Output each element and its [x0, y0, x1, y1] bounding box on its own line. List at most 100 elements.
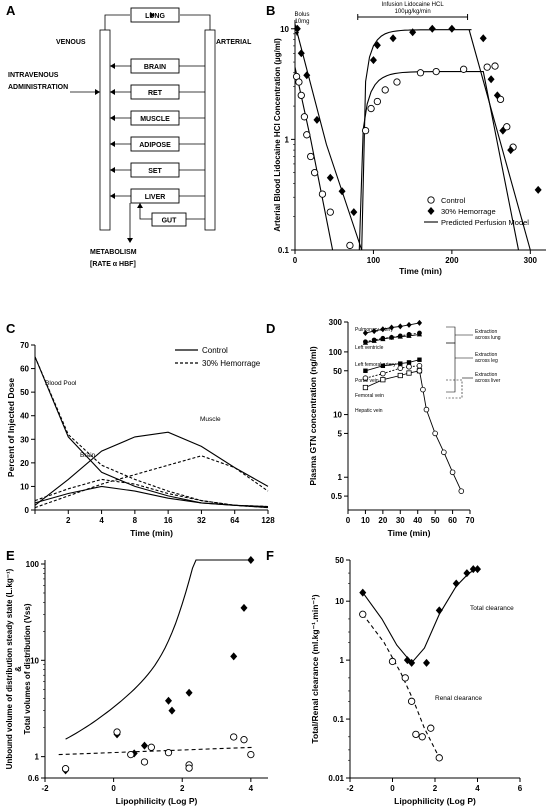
b-model-hemorrage-decay: [294, 24, 363, 251]
d-point: [380, 370, 386, 377]
d-x-tick-label: 20: [378, 516, 387, 525]
e-x-tick-label: 4: [249, 784, 254, 793]
b-point-hemorrage: [487, 75, 495, 84]
d-point: [380, 336, 386, 342]
b-legend-label-hemorrage: 30% Hemorrage: [441, 207, 496, 216]
e-point-unbound: [230, 652, 238, 661]
f-x-tick-label: -2: [346, 784, 354, 793]
d-x-tick-label: 70: [466, 516, 475, 525]
b-point-control: [318, 190, 327, 198]
compartment-label-ret: RET: [148, 90, 163, 97]
c-y-tick-label: 70: [20, 341, 29, 350]
b-point-hemorrage: [534, 185, 542, 194]
c-y-tick-label: 10: [20, 482, 29, 491]
e-point-total: [61, 765, 70, 773]
b-point-hemorrage: [428, 24, 436, 33]
c-x-tick-label: 32: [197, 516, 206, 525]
venous-bar: [99, 29, 111, 231]
c-y-tick-label: 60: [20, 365, 29, 374]
b-model-control-washout: [463, 71, 520, 251]
d-label-portal-vein: Portal vein: [355, 378, 379, 384]
b-legend-marker-hemorrage: [427, 207, 435, 215]
b-legend-label-model: Predicted Perfusion Model: [441, 218, 529, 227]
f-point-total: [469, 565, 477, 574]
b-infusion-label-2: 100µg/kg/min: [395, 9, 431, 15]
d-y-tick-label: 50: [333, 367, 342, 376]
f-point-renal: [412, 730, 420, 739]
b-point-control: [459, 65, 468, 73]
b-y-tick-label: 10: [280, 25, 289, 34]
e-y-tick-label: 1: [35, 753, 40, 762]
compartment-label-adipose: ADIPOSE: [139, 142, 171, 149]
f-point-total: [463, 569, 471, 578]
b-point-hemorrage: [479, 34, 487, 43]
b-point-control: [310, 169, 319, 177]
e-y-axis-title-3: Total volumes of distribution (Vss): [23, 603, 32, 734]
e-y-tick-label: 0.6: [28, 774, 40, 783]
e-y-tick-label: 10: [30, 656, 39, 665]
b-point-hemorrage: [338, 187, 346, 196]
d-point: [406, 321, 412, 328]
f-renal-label: Renal clearance: [435, 695, 482, 702]
arterial-bar: [204, 29, 216, 231]
panel-label-d: D: [266, 321, 275, 336]
f-point-total: [423, 658, 430, 667]
c-y-tick-label: 0: [25, 506, 30, 515]
d-leg-label-1: Extraction: [475, 352, 497, 358]
f-x-axis-title: Lipophilicity (Log P): [394, 796, 476, 806]
f-point-total: [359, 588, 367, 597]
compartment-label-lung: LUNG: [145, 13, 165, 20]
d-point: [397, 365, 404, 371]
c-y-tick-label: 50: [20, 388, 29, 397]
gut-to-liver-line: [139, 203, 152, 220]
flow-arrow-adipose: [110, 141, 115, 147]
b-point-control: [297, 91, 305, 100]
flow-arrow-muscle: [110, 115, 115, 121]
f-point-total: [408, 658, 416, 667]
b-x-tick-label: 0: [293, 256, 298, 265]
d-label-left-ventricle: Left ventricle: [355, 345, 384, 351]
b-point-hemorrage: [297, 49, 305, 58]
c-line-brain-hemorrage: [34, 478, 269, 509]
b-point-hemorrage: [409, 28, 417, 37]
b-x-tick-label: 300: [524, 256, 538, 265]
e-x-tick-label: 0: [111, 784, 116, 793]
f-point-renal: [435, 754, 443, 762]
b-point-hemorrage: [313, 115, 321, 124]
e-point-unbound: [240, 603, 248, 612]
panel-label-c: C: [6, 321, 16, 336]
e-point-total: [127, 750, 135, 759]
d-point: [441, 449, 447, 456]
f-y-tick-label: 1: [340, 656, 345, 665]
b-bolus-label-1: Bolus: [294, 12, 309, 18]
b-point-hemorrage: [293, 24, 301, 33]
d-point: [406, 332, 412, 338]
d-x-tick-label: 10: [361, 516, 370, 525]
d-point: [406, 370, 412, 376]
panel-e-chart: -2 0 2 4 0.6 1 10 100 Lipophilicity (Log P) Unbou…: [5, 556, 268, 806]
panel-b-chart: 0 100 200 300 0.1 1 10 Time (min) Arterial Blood…: [273, 2, 546, 276]
d-point: [363, 368, 368, 373]
d-point: [362, 384, 369, 391]
lung-in-line: [104, 14, 130, 30]
c-y-tick-label: 20: [20, 459, 29, 468]
e-point-unbound: [165, 696, 173, 705]
d-x-axis-title: Time (min): [388, 528, 431, 538]
e-point-total: [147, 743, 156, 751]
c-x-tick-label: 8: [133, 516, 138, 525]
b-x-tick-label: 100: [367, 256, 381, 265]
b-point-hemorrage: [448, 24, 456, 33]
b-legend-marker-control: [427, 196, 435, 204]
d-point: [416, 363, 423, 369]
c-x-tick-label: 16: [164, 516, 173, 525]
f-point-total: [435, 606, 443, 615]
metabolism-arrow: [127, 238, 133, 243]
d-point: [423, 406, 430, 413]
d-point: [397, 372, 403, 379]
b-point-control: [416, 69, 425, 77]
b-y-tick-label: 1: [285, 135, 290, 144]
d-y-tick-label: 5: [338, 429, 343, 438]
f-point-total: [474, 565, 481, 574]
f-fit-renal: [362, 613, 440, 759]
e-y-axis-title-1: Unbound volume of distribution steady st…: [5, 568, 14, 769]
